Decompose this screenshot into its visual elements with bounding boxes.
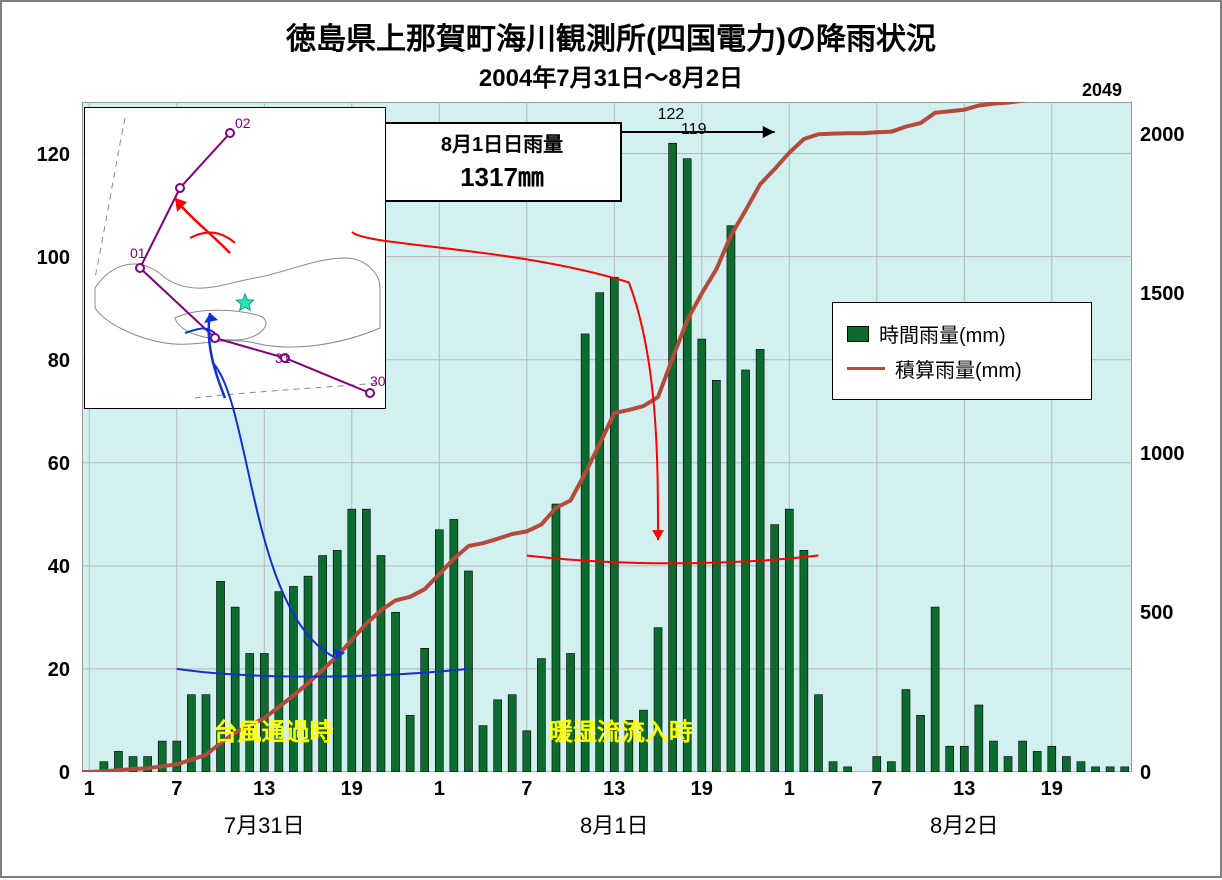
callout-line2: 1317㎜ — [394, 157, 610, 194]
phase-label: 暖湿流流入時 — [549, 712, 693, 747]
x-tick: 7 — [871, 778, 882, 801]
svg-text:31: 31 — [275, 350, 291, 366]
chart-subtitle: 2004年7月31日～8月2日 — [2, 58, 1220, 93]
y-left-tick: 0 — [59, 762, 70, 785]
x-tick: 13 — [953, 778, 975, 801]
chart-title: 徳島県上那賀町海川観測所(四国電力)の降雨状況 — [2, 14, 1220, 58]
y-right-tick: 1500 — [1140, 283, 1185, 306]
y-left-tick: 60 — [48, 453, 70, 476]
svg-text:02: 02 — [235, 115, 251, 131]
x-tick: 1 — [784, 778, 795, 801]
x-tick: 1 — [84, 778, 95, 801]
map-svg: 02 01 31 30 — [85, 108, 385, 408]
x-tick: 1 — [434, 778, 445, 801]
x-date-label: 7月31日 — [224, 808, 305, 840]
y-left-tick: 120 — [37, 144, 70, 167]
y-left-tick: 40 — [48, 556, 70, 579]
legend: 時間雨量(mm) 積算雨量(mm) — [832, 302, 1092, 400]
max-total-label: 2049 — [1082, 80, 1122, 101]
callout-line1: 8月1日日雨量 — [394, 128, 610, 157]
y-right-tick: 2000 — [1140, 124, 1185, 147]
y-right-tick: 500 — [1140, 602, 1173, 625]
legend-item: 時間雨量(mm) — [847, 319, 1077, 348]
svg-text:30: 30 — [370, 373, 385, 389]
x-date-label: 8月2日 — [930, 808, 998, 840]
x-tick: 19 — [1041, 778, 1063, 801]
x-tick: 19 — [691, 778, 713, 801]
y-right-tick: 1000 — [1140, 443, 1185, 466]
peak-value-annotation: 119 — [681, 121, 707, 139]
legend-label: 時間雨量(mm) — [879, 319, 1006, 348]
legend-item: 積算雨量(mm) — [847, 354, 1077, 383]
x-tick: 13 — [603, 778, 625, 801]
legend-label: 積算雨量(mm) — [895, 354, 1022, 383]
phase-label: 台風通過時 — [213, 712, 333, 747]
legend-swatch-bar — [847, 326, 869, 342]
daily-total-callout: 8月1日日雨量 1317㎜ — [382, 122, 622, 202]
x-date-label: 8月1日 — [580, 808, 648, 840]
y-left-tick: 100 — [37, 247, 70, 270]
legend-swatch-line — [847, 367, 885, 370]
x-tick: 7 — [171, 778, 182, 801]
chart-frame: 徳島県上那賀町海川観測所(四国電力)の降雨状況 2004年7月31日～8月2日 … — [0, 0, 1222, 878]
y-left-tick: 20 — [48, 659, 70, 682]
y-left-tick: 80 — [48, 350, 70, 373]
svg-text:01: 01 — [130, 245, 146, 261]
x-tick: 13 — [253, 778, 275, 801]
x-tick: 7 — [521, 778, 532, 801]
y-right-tick: 0 — [1140, 762, 1151, 785]
x-tick: 19 — [341, 778, 363, 801]
map-inset: 02 01 31 30 — [84, 107, 386, 409]
